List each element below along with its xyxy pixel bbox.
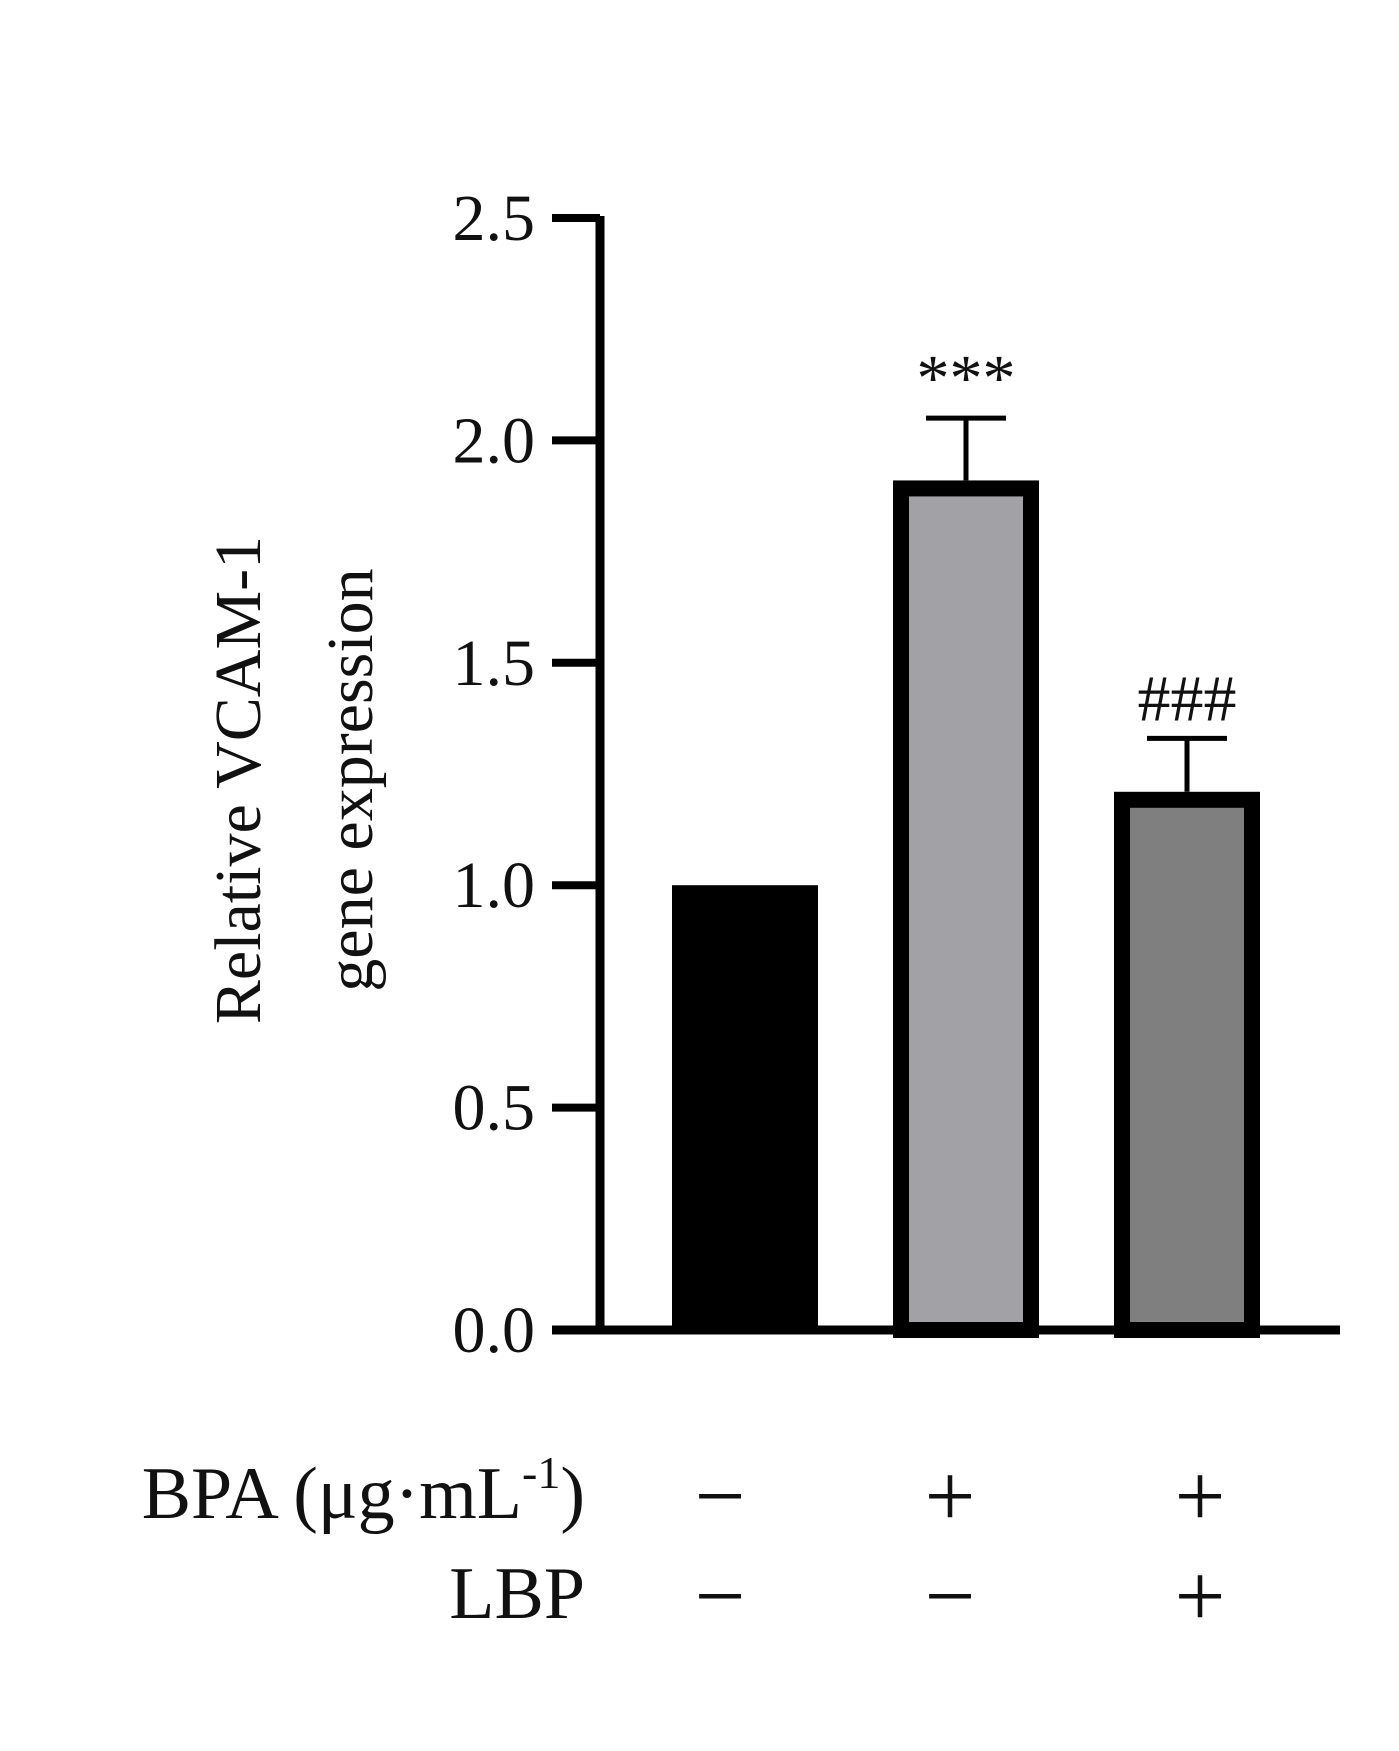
y-axis-title: Relative VCAM-1 gene expression: [202, 536, 387, 1024]
significance-label: ***: [917, 342, 1016, 415]
bar: [672, 885, 818, 1330]
bpa-label-superscript: -1: [522, 1447, 560, 1498]
lbp-condition-symbol: −: [695, 1547, 746, 1646]
bpa-label-text: BPA (μg·mL: [142, 1453, 522, 1535]
y-tick-label: 0.5: [453, 1072, 536, 1145]
lbp-condition-symbol: −: [925, 1547, 976, 1646]
y-tick-label: 1.5: [453, 627, 536, 700]
y-tick-label: 2.5: [453, 182, 536, 255]
y-axis-title-line-1: Relative VCAM-1: [202, 536, 275, 1024]
bpa-condition-symbol: +: [1175, 1447, 1226, 1546]
bar: [1114, 791, 1260, 1338]
lbp-condition-symbol: +: [1175, 1547, 1226, 1646]
plot-area: 0.0 0.5 1.0 1.5 2.0 2.5 *** ###: [453, 182, 1340, 1367]
bar: [893, 480, 1039, 1338]
condition-table: BPA (μg·mL-1) LBP − + +− − +: [142, 1447, 1226, 1646]
y-tick-label: 1.0: [453, 849, 536, 922]
bpa-row-label: BPA (μg·mL-1): [142, 1447, 585, 1535]
bpa-condition-symbol: +: [925, 1447, 976, 1546]
y-tick-label: 0.0: [453, 1294, 536, 1367]
y-tick-label: 2.0: [453, 404, 536, 477]
significance-label: ###: [1138, 662, 1237, 735]
y-axis-title-line-2: gene expression: [314, 568, 387, 991]
lbp-row-label: LBP: [449, 1553, 585, 1635]
bpa-condition-symbol: −: [695, 1447, 746, 1546]
bpa-label-tail: ): [560, 1453, 585, 1535]
